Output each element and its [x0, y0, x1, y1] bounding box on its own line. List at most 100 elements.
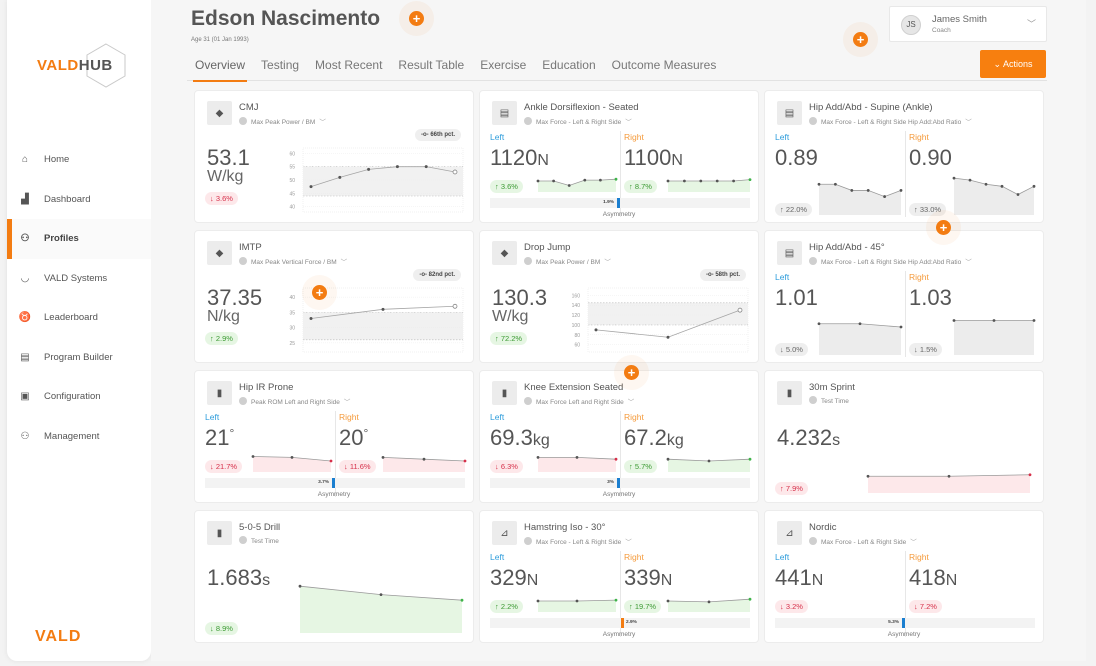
data-point	[381, 307, 385, 311]
info-icon	[524, 257, 532, 265]
sparkline-point	[952, 176, 956, 180]
asymmetry-value: 2.9%	[626, 620, 637, 625]
add-icon[interactable]: +	[624, 365, 639, 380]
sidebar-item-home[interactable]: ⌂ Home	[7, 140, 151, 180]
metric-selector[interactable]: Max Peak Vertical Force / BM ﹀	[239, 256, 347, 266]
sidebar-item-vald-systems[interactable]: ◡ VALD Systems	[7, 259, 151, 299]
left-value: 441N	[775, 565, 823, 591]
add-icon[interactable]: +	[936, 220, 951, 235]
tab-education[interactable]: Education	[542, 58, 596, 72]
left-change-badge: ↓ 5.0%	[775, 343, 808, 356]
metric-unit: W/kg	[207, 168, 244, 185]
sparkline-point	[567, 184, 571, 187]
test-card-hip-add-abd-supine-ankle-[interactable]: ▤ Hip Add/Abd - Supine (Ankle) Max Force…	[764, 90, 1044, 223]
test-card-knee-extension-seated[interactable]: ▮ Knee Extension Seated Max Force Left a…	[479, 370, 759, 503]
left-label: Left	[775, 552, 790, 562]
add-icon[interactable]: +	[853, 32, 868, 47]
metric-selector[interactable]: Max Force - Left & Right Side ﹀	[524, 116, 632, 126]
chevron-down-icon: ﹀	[625, 539, 632, 546]
tab-overview[interactable]: Overview	[192, 51, 248, 82]
metric-selector[interactable]: Max Force - Left & Right Side Hip Add:Ab…	[809, 116, 972, 126]
test-card-30m-sprint[interactable]: ▮ 30m Sprint Test Time 4.232s ↑ 7.9%	[764, 370, 1044, 503]
tab-exercise[interactable]: Exercise	[480, 58, 527, 72]
sparkline-point	[992, 319, 996, 322]
right-change-badge: ↑ 5.7%	[624, 460, 657, 473]
tab-outcome-measures[interactable]: Outcome Measures	[611, 58, 717, 72]
actions-button[interactable]: ⌄ Actions	[980, 50, 1046, 78]
y-tick-label: 120	[572, 313, 581, 319]
metric-value-number: 4.232	[777, 425, 833, 450]
metric-selector[interactable]: Peak ROM Left and Right Side ﹀	[239, 396, 350, 406]
add-icon[interactable]: +	[409, 11, 424, 26]
asymmetry-label: Asymmetry	[887, 631, 921, 638]
sidebar-item-configuration[interactable]: ▣ Configuration	[7, 377, 151, 417]
test-card-5-0-5-drill[interactable]: ▮ 5-0-5 Drill Test Time 1.683s ↓ 8.9%	[194, 510, 474, 643]
metric-selector[interactable]: Test Time	[809, 396, 849, 405]
test-card-nordic[interactable]: ⊿ Nordic Max Force - Left & Right Side ﹀ L…	[764, 510, 1044, 643]
info-icon	[809, 537, 817, 545]
valdhub-logo[interactable]: VALDHUB	[37, 42, 137, 88]
test-card-hip-ir-prone[interactable]: ▮ Hip IR Prone Peak ROM Left and Right S…	[194, 370, 474, 503]
management-icon: ⚇	[20, 430, 30, 442]
metric-selector[interactable]: Test Time	[239, 536, 279, 545]
right-value: 20°	[339, 425, 368, 451]
sparkline-point	[748, 457, 752, 461]
asymmetry-bar: 5.3%	[775, 618, 1035, 628]
sidebar-item-management[interactable]: ⚇ Management	[7, 417, 151, 457]
sidebar-item-leaderboard[interactable]: ♉ Leaderboard	[7, 298, 151, 338]
metric-selector[interactable]: Max Force - Left & Right Side ﹀	[809, 536, 917, 546]
metric-unit: s	[832, 432, 841, 449]
sparkline-point	[1016, 193, 1020, 196]
right-value: 0.90	[909, 145, 952, 171]
right-unit: kg	[666, 432, 684, 449]
sparkline-point	[422, 457, 426, 461]
test-card-ankle-dorsiflexion-seated[interactable]: ▤ Ankle Dorsiflexion - Seated Max Force …	[479, 90, 759, 223]
test-card-cmj[interactable]: ◆ CMJ Max Peak Power / BM ﹀ -o- 66th pct. …	[194, 90, 474, 223]
data-point	[367, 167, 371, 171]
card-title: 5-0-5 Drill	[239, 522, 281, 533]
tab-result-table[interactable]: Result Table	[398, 58, 465, 72]
tab-bar: Overview Testing Most Recent Result Table Ex…	[187, 51, 1047, 82]
sparkline-area	[954, 320, 1034, 355]
sparkline-point	[1032, 319, 1036, 322]
test-card-drop-jump[interactable]: ◆ Drop Jump Max Peak Power / BM ﹀ -o- 58th…	[479, 230, 759, 363]
main-content: Edson Nascimento + Age 31 (01 Jan 1993) …	[151, 0, 1086, 661]
tab-most-recent[interactable]: Most Recent	[315, 58, 383, 72]
sparkline-point	[666, 599, 670, 603]
sidebar-item-profiles[interactable]: ⚇ Profiles	[7, 219, 151, 259]
metric-selector[interactable]: Max Force - Left & Right Side Hip Add:Ab…	[809, 256, 972, 266]
sparkline-point	[614, 457, 618, 461]
y-tick-label: 40	[289, 205, 295, 211]
metric-selector[interactable]: Max Peak Power / BM ﹀	[524, 256, 611, 266]
sidebar-item-dashboard[interactable]: ▟ Dashboard	[7, 180, 151, 220]
y-tick-label: 60	[574, 343, 580, 349]
asymmetry-value: 3%	[607, 480, 614, 485]
chevron-down-icon: ﹀	[340, 259, 348, 266]
metric-selector[interactable]: Max Force - Left & Right Side ﹀	[524, 536, 632, 546]
metric-label: Max Force - Left & Right Side	[821, 539, 907, 546]
y-tick-label: 30	[289, 326, 295, 332]
test-card-imtp[interactable]: ◆ IMTP Max Peak Vertical Force / BM ﹀ -o- …	[194, 230, 474, 363]
program-builder-icon: ▤	[20, 351, 30, 363]
sidebar-item-program-builder[interactable]: ▤ Program Builder	[7, 338, 151, 378]
metric-selector[interactable]: Max Peak Power / BM ﹀	[239, 116, 326, 126]
user-name: James Smith	[932, 14, 987, 25]
timing-gate-icon: ▮	[777, 381, 802, 405]
test-card-hip-add-abd-45-[interactable]: ▤ Hip Add/Abd - 45° Max Force - Left & R…	[764, 230, 1044, 363]
add-icon[interactable]: +	[312, 285, 327, 300]
actions-label: Actions	[1003, 59, 1033, 69]
asymmetry-value: 5.3%	[888, 620, 899, 625]
user-menu[interactable]: JS James Smith Coach ﹀	[889, 6, 1047, 42]
sidebar-item-label: Configuration	[44, 391, 101, 403]
tab-testing[interactable]: Testing	[261, 58, 300, 72]
metric-selector[interactable]: Max Force Left and Right Side ﹀	[524, 396, 634, 406]
y-tick-label: 80	[574, 333, 580, 339]
card-title: IMTP	[239, 242, 262, 253]
trend-chart: 40 35 30 25	[289, 287, 464, 353]
test-card-hamstring-iso-30-[interactable]: ⊿ Hamstring Iso - 30° Max Force - Left &…	[479, 510, 759, 643]
card-title: Hip Add/Abd - Supine (Ankle)	[809, 102, 933, 113]
chevron-down-icon: ﹀	[910, 539, 917, 546]
left-unit: kg	[532, 432, 550, 449]
sparkline-point	[575, 456, 579, 459]
left-value: 1.01	[775, 285, 818, 311]
